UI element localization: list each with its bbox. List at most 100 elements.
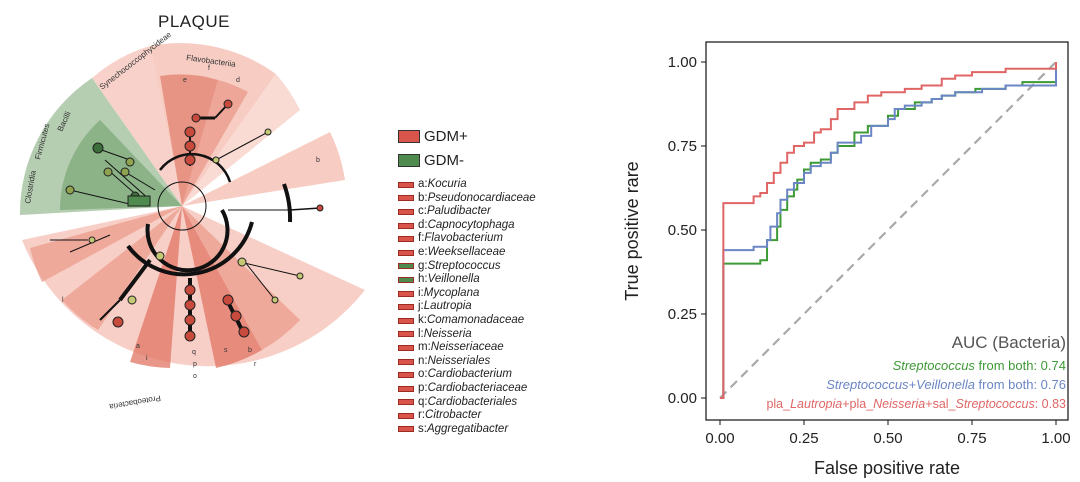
group-swatch-gdm-minus bbox=[398, 153, 420, 167]
clade-letter: a bbox=[136, 343, 140, 350]
node-gdm-plus bbox=[184, 284, 196, 296]
abbreviation-swatch bbox=[398, 236, 414, 243]
cladogram-nodes bbox=[65, 99, 324, 342]
abbreviation-row: h: Veillonella bbox=[398, 273, 536, 287]
clade-label-proteobacteria: Proteobacteria bbox=[108, 393, 161, 411]
node-gdm-plus bbox=[184, 299, 196, 311]
legend-entry-1: Streptococcus from both: 0.74 bbox=[893, 358, 1066, 373]
abbreviation-row: p: Cardiobacteriaceae bbox=[398, 382, 536, 396]
roc-series-line-3 bbox=[720, 62, 1057, 399]
abbreviation-name: Weeksellaceae bbox=[427, 245, 506, 258]
abbreviation-code: p: bbox=[418, 381, 428, 394]
y-tick-label: 0.50 bbox=[668, 222, 697, 239]
abbreviation-name: Citrobacter bbox=[425, 409, 482, 422]
legend-entry-3: pla_Lautropia+pla_Neisseria+sal_Streptoc… bbox=[766, 397, 1066, 411]
abbreviation-code: k: bbox=[418, 313, 427, 326]
legend-text-part: +sal_ bbox=[925, 397, 956, 411]
wedge-l bbox=[30, 206, 182, 282]
group-label-gdm-plus: GDM+ bbox=[424, 127, 468, 145]
branch bbox=[99, 299, 121, 321]
abbreviation-name: Pseudonocardiaceae bbox=[427, 191, 536, 204]
abbreviation-row: c: Paludibacter bbox=[398, 205, 536, 219]
abbreviation-swatch bbox=[398, 344, 414, 351]
abbreviation-code: q: bbox=[418, 395, 428, 408]
abbreviation-row: a: Kocuria bbox=[398, 178, 536, 192]
abbreviation-code: g: bbox=[418, 259, 428, 272]
node-gdm-plus bbox=[223, 99, 233, 109]
abbreviation-name: Veillonella bbox=[427, 273, 480, 286]
node-gdm-plus bbox=[222, 294, 234, 306]
abbreviation-row: e: Weeksellaceae bbox=[398, 246, 536, 260]
tree-arc-lower bbox=[126, 221, 254, 277]
branch bbox=[118, 258, 152, 302]
tree-arc-right bbox=[282, 183, 293, 223]
wedge-upper-right bbox=[182, 74, 300, 206]
node-gdm-plus bbox=[184, 330, 196, 342]
clade-letter: s bbox=[224, 347, 228, 354]
abbreviation-code: l: bbox=[418, 327, 424, 340]
abbreviation-swatch bbox=[398, 195, 414, 202]
branch bbox=[215, 131, 269, 161]
abbreviation-swatch bbox=[398, 263, 414, 270]
abbreviation-code: j: bbox=[418, 300, 424, 313]
abbreviation-code: s: bbox=[418, 422, 427, 435]
abbreviation-swatch bbox=[398, 426, 414, 433]
abbreviation-name: Lautropia bbox=[423, 300, 472, 313]
legend-text-part: Streptococcus bbox=[956, 397, 1035, 411]
abbreviation-swatch bbox=[398, 249, 414, 256]
y-tick-label: 1.00 bbox=[668, 54, 697, 71]
legend-text-part: from both: 0.74 bbox=[975, 358, 1066, 373]
abbreviation-swatch bbox=[398, 181, 414, 188]
abbreviation-name: Neisseriales bbox=[427, 354, 491, 367]
clade-letter: l bbox=[62, 297, 64, 304]
roc-series bbox=[720, 62, 1057, 399]
y-axis-label: True positive rare bbox=[622, 161, 642, 300]
y-tick-label: 0.00 bbox=[668, 390, 697, 407]
abbreviation-row: r: Citrobacter bbox=[398, 409, 536, 423]
legend-title: AUC (Bacteria) bbox=[952, 333, 1066, 352]
node-gdm-plus bbox=[238, 326, 250, 338]
legend-text-part: + bbox=[909, 377, 917, 392]
abbreviation-swatch bbox=[398, 385, 414, 392]
legend-text-part: pla_ bbox=[766, 397, 791, 411]
tree-arc-upper bbox=[159, 152, 232, 183]
node-gdm-minus bbox=[92, 142, 104, 154]
abbreviation-row: q: Cardiobacteriales bbox=[398, 396, 536, 410]
branch bbox=[69, 234, 111, 253]
legend-text-part: Lautropia bbox=[790, 397, 842, 411]
abbreviation-name: Flavobacterium bbox=[424, 232, 504, 245]
branch bbox=[104, 159, 151, 201]
abbreviation-code: b: bbox=[418, 191, 428, 204]
node-gdm-plus bbox=[184, 314, 196, 326]
abbreviation-name: Paludibacter bbox=[426, 205, 491, 218]
node-gdm-plus bbox=[112, 316, 124, 328]
group-swatch-gdm-plus bbox=[398, 129, 420, 143]
y-tick-label: 0.25 bbox=[668, 306, 697, 323]
y-tick-label: 0.75 bbox=[668, 138, 697, 155]
node-gdm-plus bbox=[184, 154, 196, 166]
tree-ring-inner bbox=[157, 181, 207, 231]
legend-text-part: Streptococcus bbox=[826, 377, 909, 392]
roc-chart: 0.00 0.25 0.50 0.75 1.00 0.00 0.25 0.50 0.75 1.0… bbox=[622, 41, 1071, 478]
abbreviation-code: f: bbox=[418, 232, 425, 245]
abbreviation-row: i: Mycoplana bbox=[398, 287, 536, 301]
abbreviation-legend: a: Kocuria b: Pseudonocardiaceae c: Paludibac… bbox=[398, 178, 536, 436]
abbreviation-name: Streptococcus bbox=[427, 259, 501, 272]
clade-letter: i bbox=[146, 355, 148, 362]
node-gdm-plus bbox=[316, 204, 324, 212]
abbreviation-name: Neisseria bbox=[423, 327, 472, 340]
abbreviation-name: Capnocytophaga bbox=[427, 218, 515, 231]
node-gdm-minus bbox=[120, 167, 130, 177]
cladogram: Flavobacteriia Synechococcophycideae Bac… bbox=[19, 30, 365, 411]
abbreviation-swatch bbox=[398, 412, 414, 419]
legend: Streptococcus from both: 0.74Streptococc… bbox=[766, 358, 1066, 411]
abbreviation-name: Comamonadaceae bbox=[426, 313, 525, 326]
abbreviation-row: d: Capnocytophaga bbox=[398, 219, 536, 233]
clade-letter: q bbox=[192, 349, 196, 356]
abbreviation-name: Cardiobacteriaceae bbox=[427, 381, 528, 394]
node-gdm-plus bbox=[212, 156, 220, 164]
abbreviation-name: Neisseriaceae bbox=[430, 341, 504, 354]
node-gdm-plus bbox=[237, 257, 247, 267]
branch bbox=[69, 189, 139, 207]
abbreviation-swatch bbox=[398, 276, 414, 283]
